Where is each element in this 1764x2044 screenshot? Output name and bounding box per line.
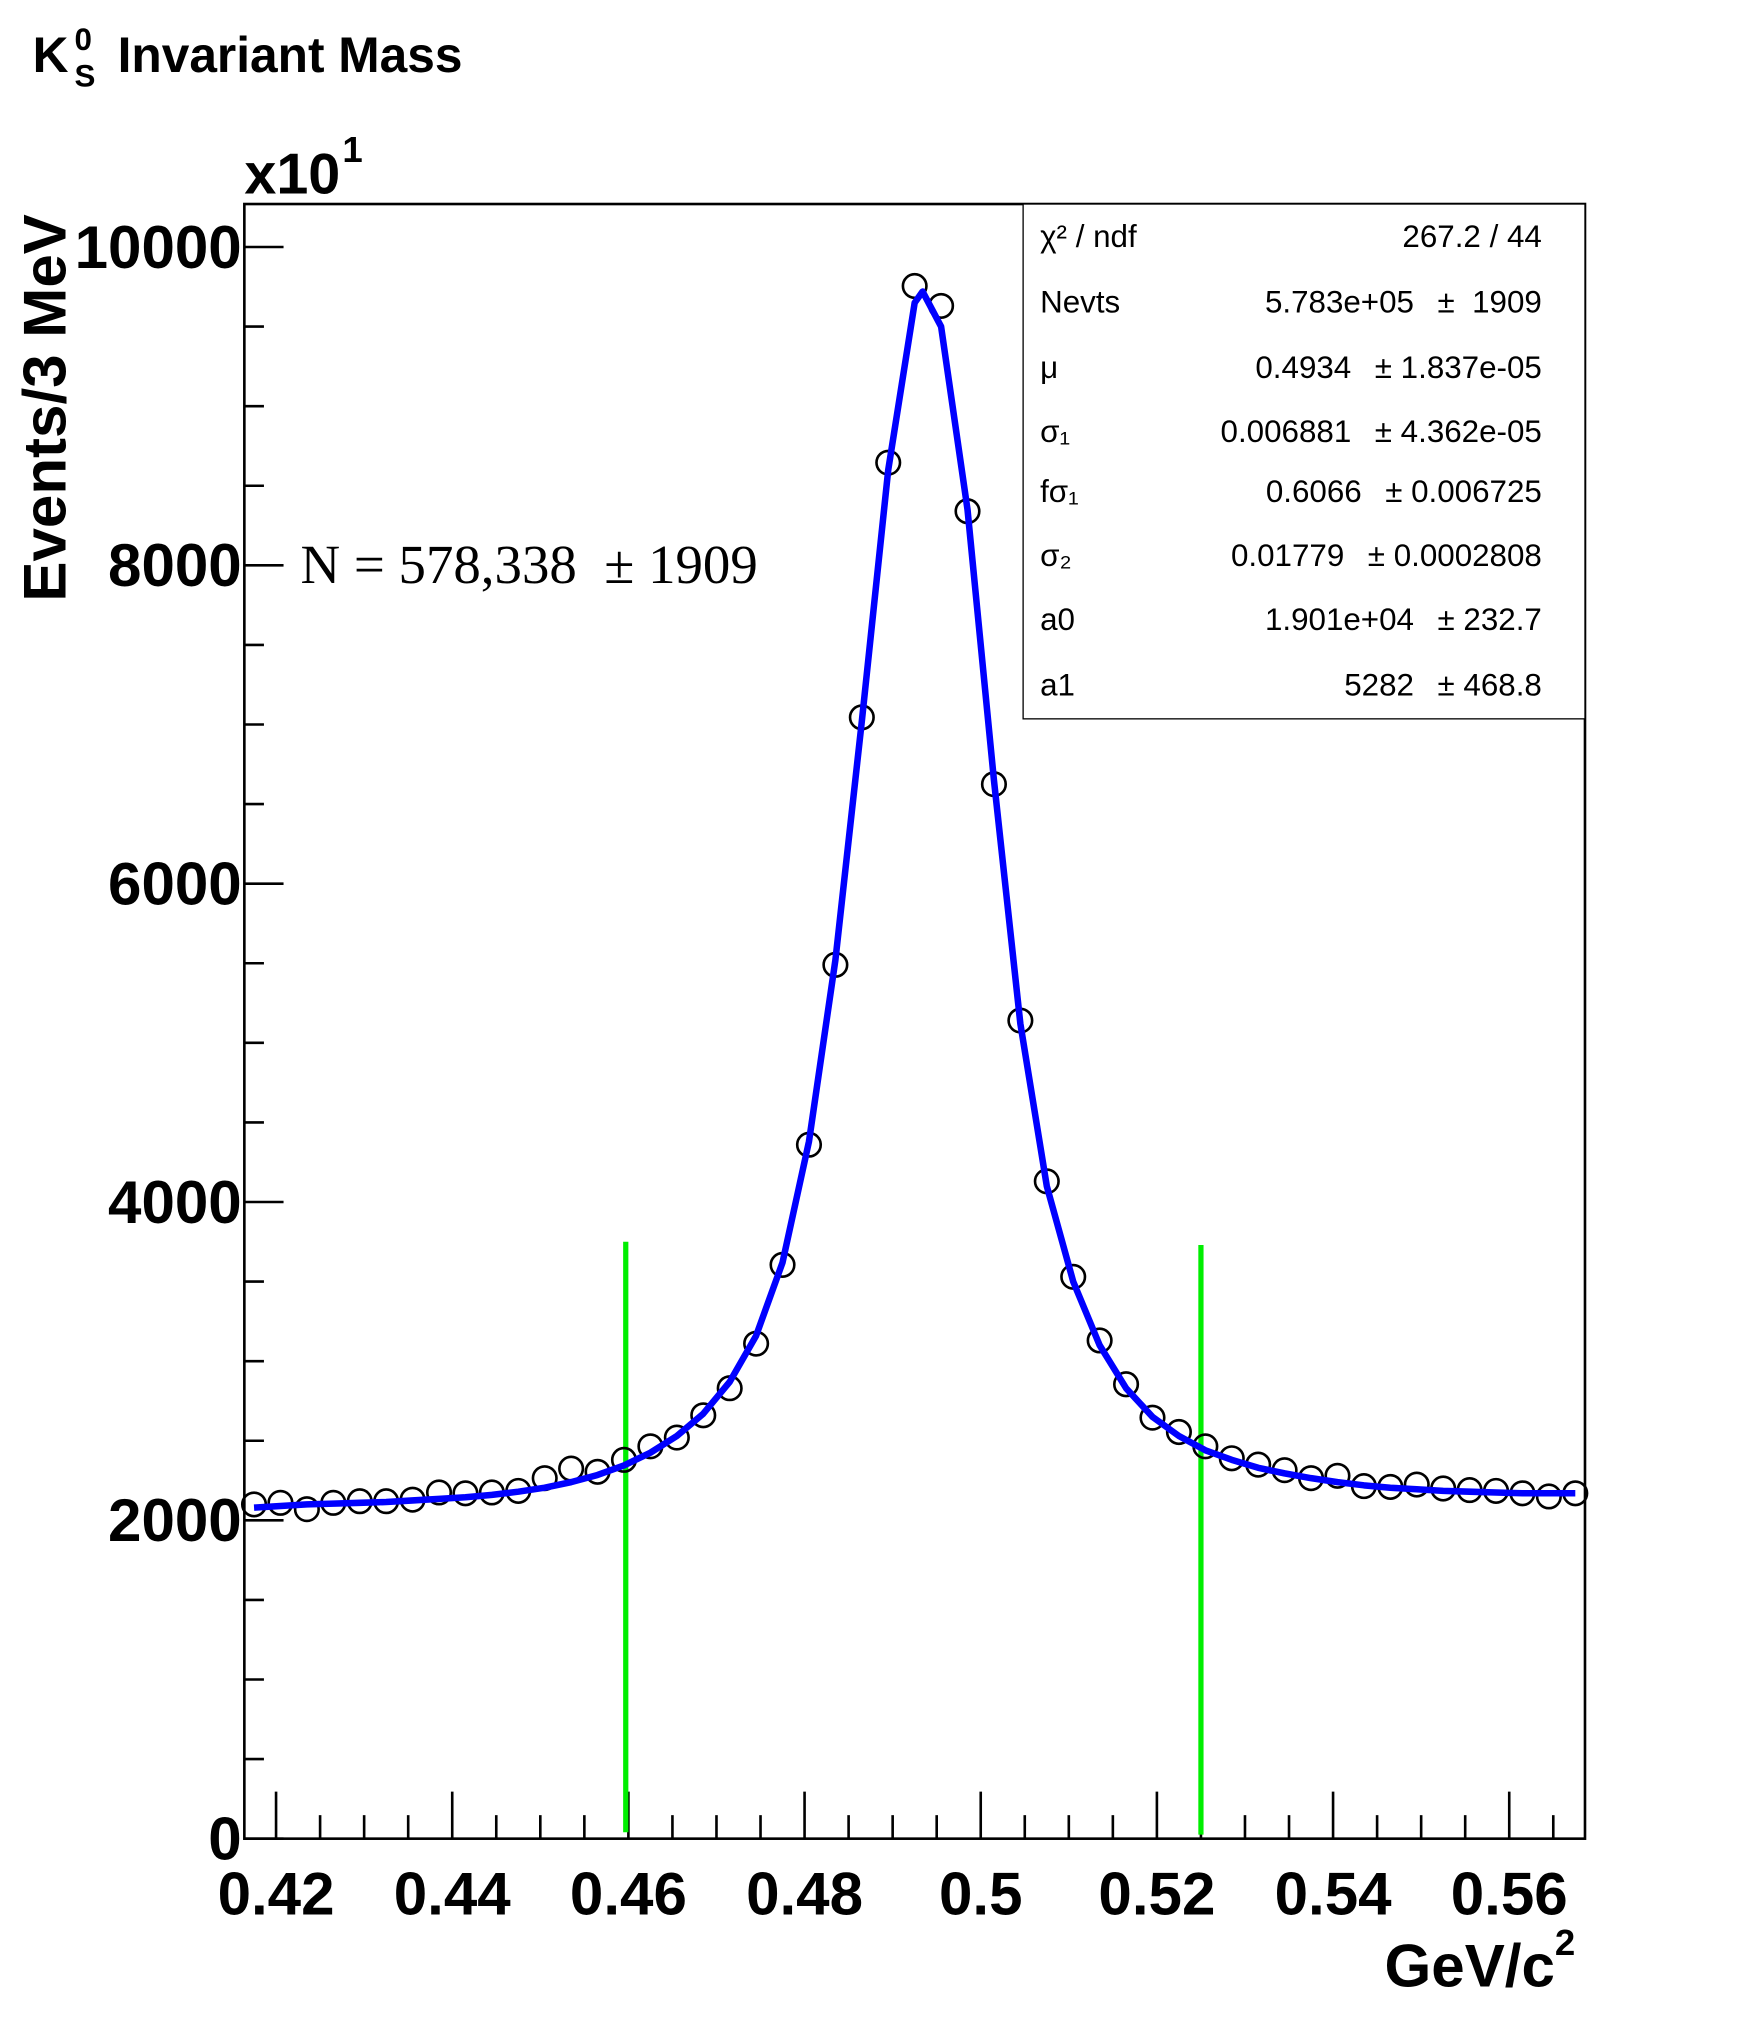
data-point <box>1324 1462 1351 1489</box>
stats-value-error: ± 468.8 <box>1438 667 1542 702</box>
x-tick-label: 0.44 <box>394 1860 512 1927</box>
stats-value-number: 0.006881 <box>1221 414 1352 449</box>
stats-value-number: 0.01779 <box>1231 538 1344 573</box>
stats-value: 0.4934 ± 1.837e-05 <box>1255 350 1541 385</box>
x-tick-label: 0.48 <box>746 1860 863 1927</box>
stats-label: fσ₁ <box>1040 474 1079 509</box>
stats-label: μ <box>1040 350 1058 385</box>
fit-curve <box>253 288 1576 1511</box>
y-tick-label: 6000 <box>108 851 242 918</box>
y-axis-label: Events/3 MeV <box>11 214 78 601</box>
stats-label: σ₂ <box>1040 538 1072 573</box>
data-point <box>293 1496 320 1523</box>
stats-value-number: 0.4934 <box>1255 350 1351 385</box>
stats-box <box>1022 203 1586 720</box>
stats-value-error: ± 232.7 <box>1438 602 1542 637</box>
stats-value-number: 5.783e+05 <box>1265 284 1414 319</box>
stats-value-error: ± 1.837e-05 <box>1375 350 1542 385</box>
x-tick-label: 0.5 <box>939 1860 1023 1927</box>
data-point <box>1086 1327 1113 1354</box>
data-point <box>690 1402 717 1429</box>
stats-label: Nevts <box>1040 284 1120 319</box>
stats-label: a0 <box>1040 602 1075 637</box>
x-tick-label: 0.46 <box>570 1860 687 1927</box>
stats-label: a1 <box>1040 667 1075 702</box>
y-tick-label: 10000 <box>75 214 242 281</box>
stats-label: σ₁ <box>1040 414 1070 449</box>
data-point <box>425 1479 453 1506</box>
stats-value-error: ± 0.0002808 <box>1368 538 1542 573</box>
y-tick-label: 0 <box>208 1806 241 1873</box>
y-multiplier-sup: 1 <box>342 129 362 170</box>
y-tick-label: 4000 <box>108 1169 242 1236</box>
x-axis-label-sup: 2 <box>1555 1922 1575 1963</box>
data-point <box>1113 1371 1140 1398</box>
x-tick-label: 0.54 <box>1275 1860 1393 1927</box>
x-axis-label: GeV/c <box>1385 1932 1555 1999</box>
stats-value-number: 0.6066 <box>1266 474 1362 509</box>
title-symbol: K <box>33 27 69 83</box>
data-point <box>1165 1418 1192 1446</box>
x-tick-label: 0.42 <box>218 1860 335 1927</box>
chart-title: Invariant Mass <box>118 27 463 83</box>
stats-value: 1.901e+04 ± 232.7 <box>1265 602 1542 637</box>
stats-value-number: 1.901e+04 <box>1265 602 1414 637</box>
stats-value-number: 5282 <box>1344 667 1414 702</box>
stats-value: 5.783e+05 ± 1909 <box>1265 284 1542 319</box>
plot-frame <box>243 202 1587 1840</box>
annotation: N = 578,338 ± 1909 <box>301 534 758 595</box>
stats-value: 267.2 / 44 <box>1402 219 1541 254</box>
stats-value-error: ± 1909 <box>1438 284 1542 319</box>
stats-value-number: 267.2 / 44 <box>1402 219 1541 254</box>
stats-value-error: ± 0.006725 <box>1385 474 1542 509</box>
x-tick-label: 0.56 <box>1451 1860 1568 1927</box>
stats-value: 0.6066 ± 0.006725 <box>1266 474 1542 509</box>
stats-value: 0.006881 ± 4.362e-05 <box>1221 414 1542 449</box>
stats-value: 0.01779 ± 0.0002808 <box>1231 538 1542 573</box>
title-sup: 0 <box>74 22 91 57</box>
title-sub: S <box>74 58 95 93</box>
x-tick-label: 0.52 <box>1098 1860 1215 1927</box>
y-multiplier: x10 <box>244 143 340 207</box>
data-point <box>663 1424 690 1451</box>
y-tick-label: 2000 <box>108 1487 242 1554</box>
data-point <box>1403 1471 1430 1498</box>
stats-label: χ² / ndf <box>1040 219 1137 254</box>
data-point <box>1139 1404 1166 1431</box>
y-tick-label: 8000 <box>108 532 242 599</box>
stats-value-error: ± 4.362e-05 <box>1375 414 1542 449</box>
stats-value: 5282 ± 468.8 <box>1344 667 1542 702</box>
